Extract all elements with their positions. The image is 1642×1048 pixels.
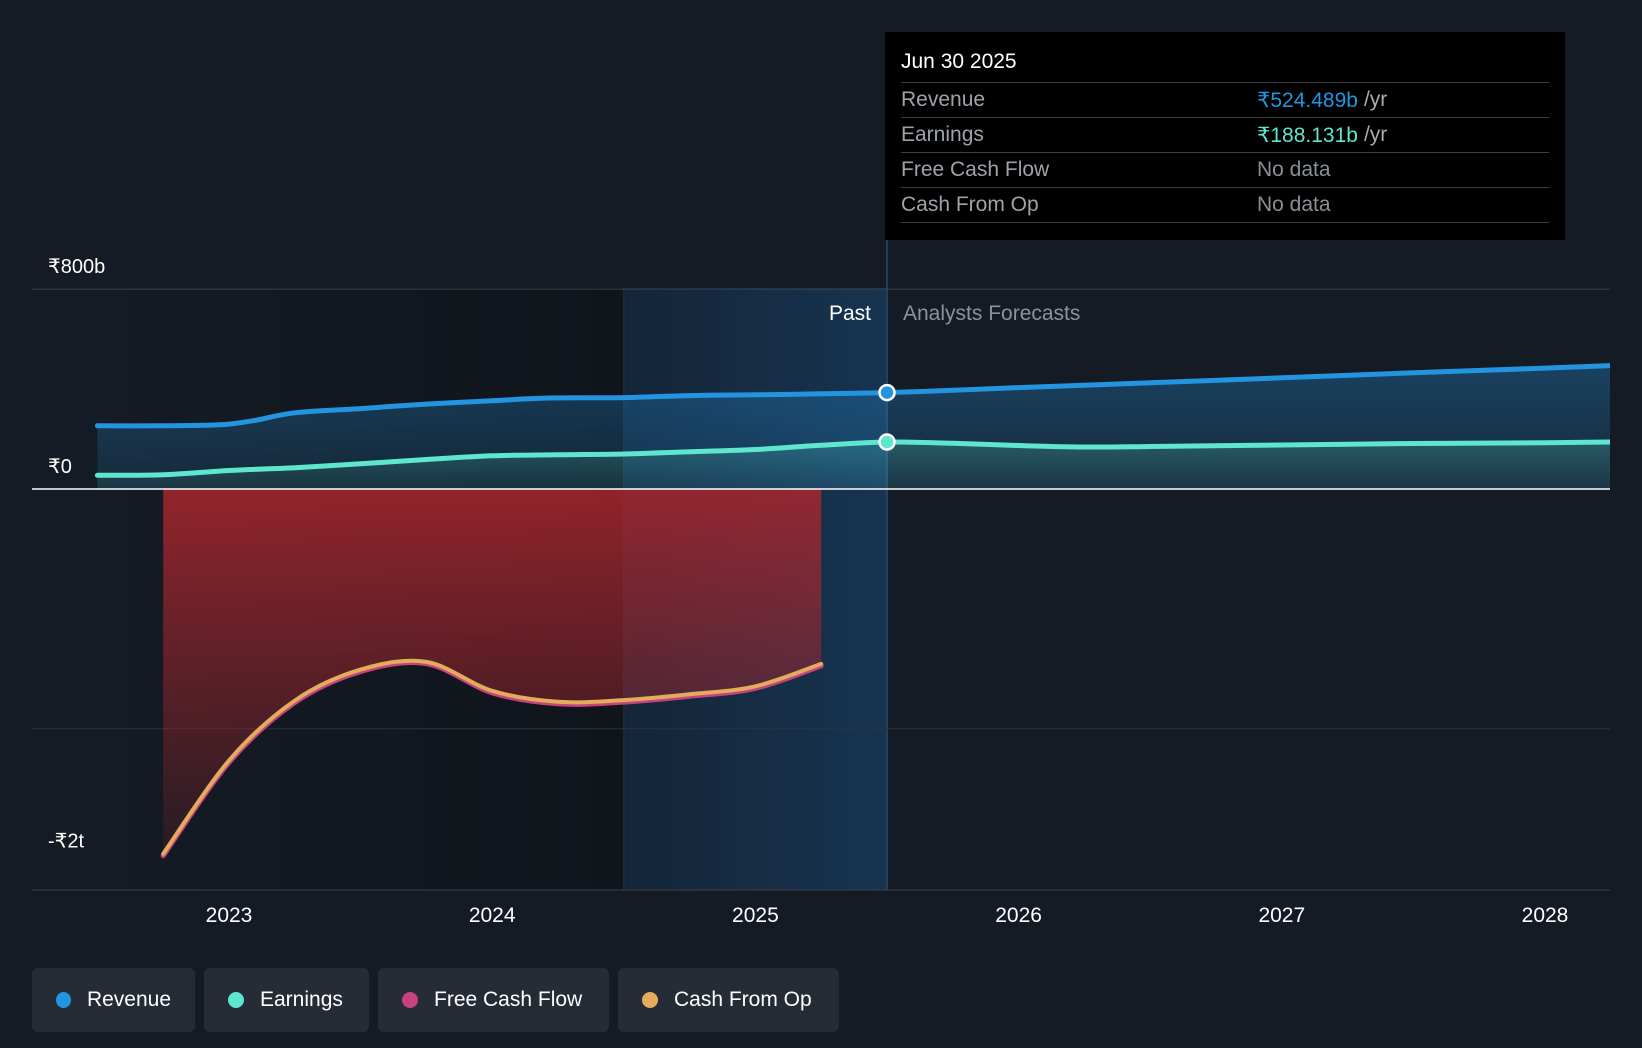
- y-tick-label: ₹800b: [48, 256, 105, 278]
- legend-label: Cash From Op: [674, 988, 812, 1011]
- x-tick-label: 2023: [206, 904, 253, 927]
- earnings-marker: [878, 433, 896, 451]
- x-tick-label: 2025: [732, 904, 779, 927]
- x-tick-label: 2026: [995, 904, 1042, 927]
- legend-item-cash-from-op[interactable]: Cash From Op: [618, 968, 839, 1032]
- earnings-area: [97, 441, 1610, 489]
- tooltip-date: Jun 30 2025: [901, 50, 1017, 73]
- earnings-line: [94, 439, 1610, 478]
- cash-from-op-line: [161, 658, 824, 856]
- tooltip: Jun 30 2025 Revenue ₹524.489b /yr Earnin…: [885, 32, 1565, 240]
- free-cash-flow-dot-icon: [402, 992, 418, 1008]
- tooltip-row-cash-from-op: Cash From Op No data: [901, 187, 1549, 223]
- y-tick-label: ₹0: [48, 456, 72, 478]
- tooltip-value: ₹524.489b: [1257, 88, 1358, 112]
- legend-item-free-cash-flow[interactable]: Free Cash Flow: [378, 968, 609, 1032]
- legend-label: Revenue: [86, 988, 171, 1011]
- tooltip-value: ₹188.131b: [1257, 123, 1358, 147]
- free-cash-flow-area: [163, 489, 822, 856]
- tooltip-row-free-cash-flow: Free Cash Flow No data: [901, 152, 1549, 187]
- earnings-dot-icon: [228, 992, 244, 1008]
- tooltip-label: Cash From Op: [901, 193, 1039, 216]
- forecast-label: Analysts Forecasts: [903, 302, 1080, 325]
- past-label: Past: [829, 302, 871, 325]
- legend-item-earnings[interactable]: Earnings: [204, 968, 369, 1032]
- tooltip-unit: /yr: [1363, 88, 1388, 111]
- legend: Revenue Earnings Free Cash Flow Cash Fro…: [32, 968, 839, 1032]
- tooltip-label: Revenue: [901, 88, 986, 111]
- legend-label: Free Cash Flow: [434, 988, 583, 1011]
- y-tick-label: -₹2t: [48, 831, 85, 853]
- revenue-line: [94, 363, 1610, 429]
- x-tick-label: 2027: [1258, 904, 1305, 927]
- x-tick-label: 2028: [1522, 904, 1569, 927]
- revenue-dot-icon: [56, 992, 71, 1008]
- cash-from-op-dot-icon: [642, 992, 658, 1008]
- tooltip-row-revenue: Revenue ₹524.489b /yr: [901, 82, 1549, 117]
- tooltip-row-earnings: Earnings ₹188.131b /yr: [901, 117, 1549, 152]
- tooltip-label: Free Cash Flow: [901, 158, 1050, 181]
- tooltip-label: Earnings: [901, 123, 984, 146]
- x-tick-label: 2024: [469, 904, 516, 927]
- tooltip-value: No data: [1257, 193, 1331, 216]
- tooltip-value: No data: [1257, 158, 1331, 181]
- tooltip-unit: /yr: [1363, 123, 1388, 146]
- legend-item-revenue[interactable]: Revenue: [32, 968, 195, 1032]
- legend-label: Earnings: [260, 988, 343, 1011]
- revenue-marker: [878, 383, 896, 402]
